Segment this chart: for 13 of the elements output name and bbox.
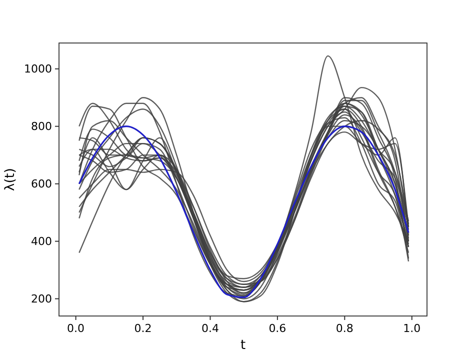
- y-tick-label: 400: [31, 235, 52, 248]
- x-tick-label: 0.4: [201, 322, 219, 335]
- y-tick-label: 800: [31, 120, 52, 134]
- x-tick-label: 0.8: [336, 322, 354, 335]
- x-tick-label: 0.6: [268, 322, 286, 335]
- y-tick-label: 600: [31, 178, 52, 191]
- x-tick-label: 0.2: [134, 322, 152, 335]
- y-tick-label: 1000: [24, 62, 52, 76]
- y-axis-title: λ(t): [3, 168, 18, 191]
- x-tick-label: 1.0: [403, 322, 421, 335]
- x-axis-title: t: [240, 338, 246, 353]
- y-tick-label: 200: [31, 292, 52, 306]
- x-tick-label: 0.0: [67, 322, 85, 335]
